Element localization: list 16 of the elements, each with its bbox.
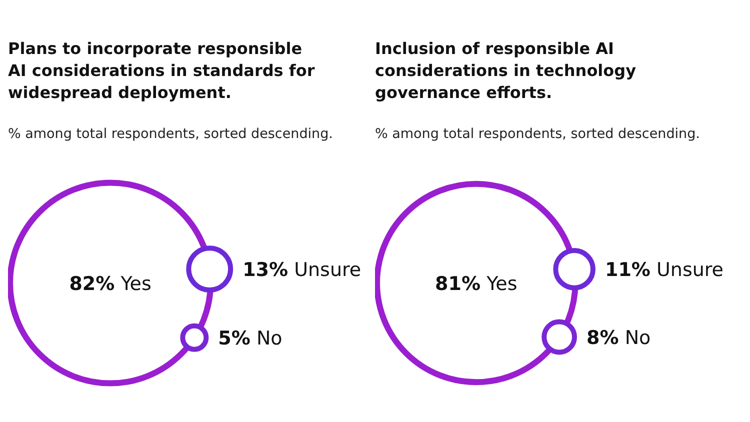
data-label: 8% [586,327,619,349]
data-label: 82% [69,273,115,295]
data-label: 11% [604,259,650,282]
category-label: Yes [486,273,518,295]
text: Inclusion of responsible AI considerations in technology governance efforts. [375,39,637,102]
data-label: 13% [242,259,288,282]
category-label: Unsure [656,259,724,282]
data-label: 5% [218,328,250,350]
text: Plans to incorporate responsible AI considerations in standards for widespread deployment. [8,39,315,102]
category-label: Unsure [294,259,362,282]
category-label: No [624,327,651,349]
category-label: Yes [120,273,152,295]
text: % among total respondents, sorted descending. [8,126,333,142]
data-label: 81% [435,273,481,295]
category-label: No [256,328,282,350]
text: % among total respondents, sorted descending. [375,126,700,142]
